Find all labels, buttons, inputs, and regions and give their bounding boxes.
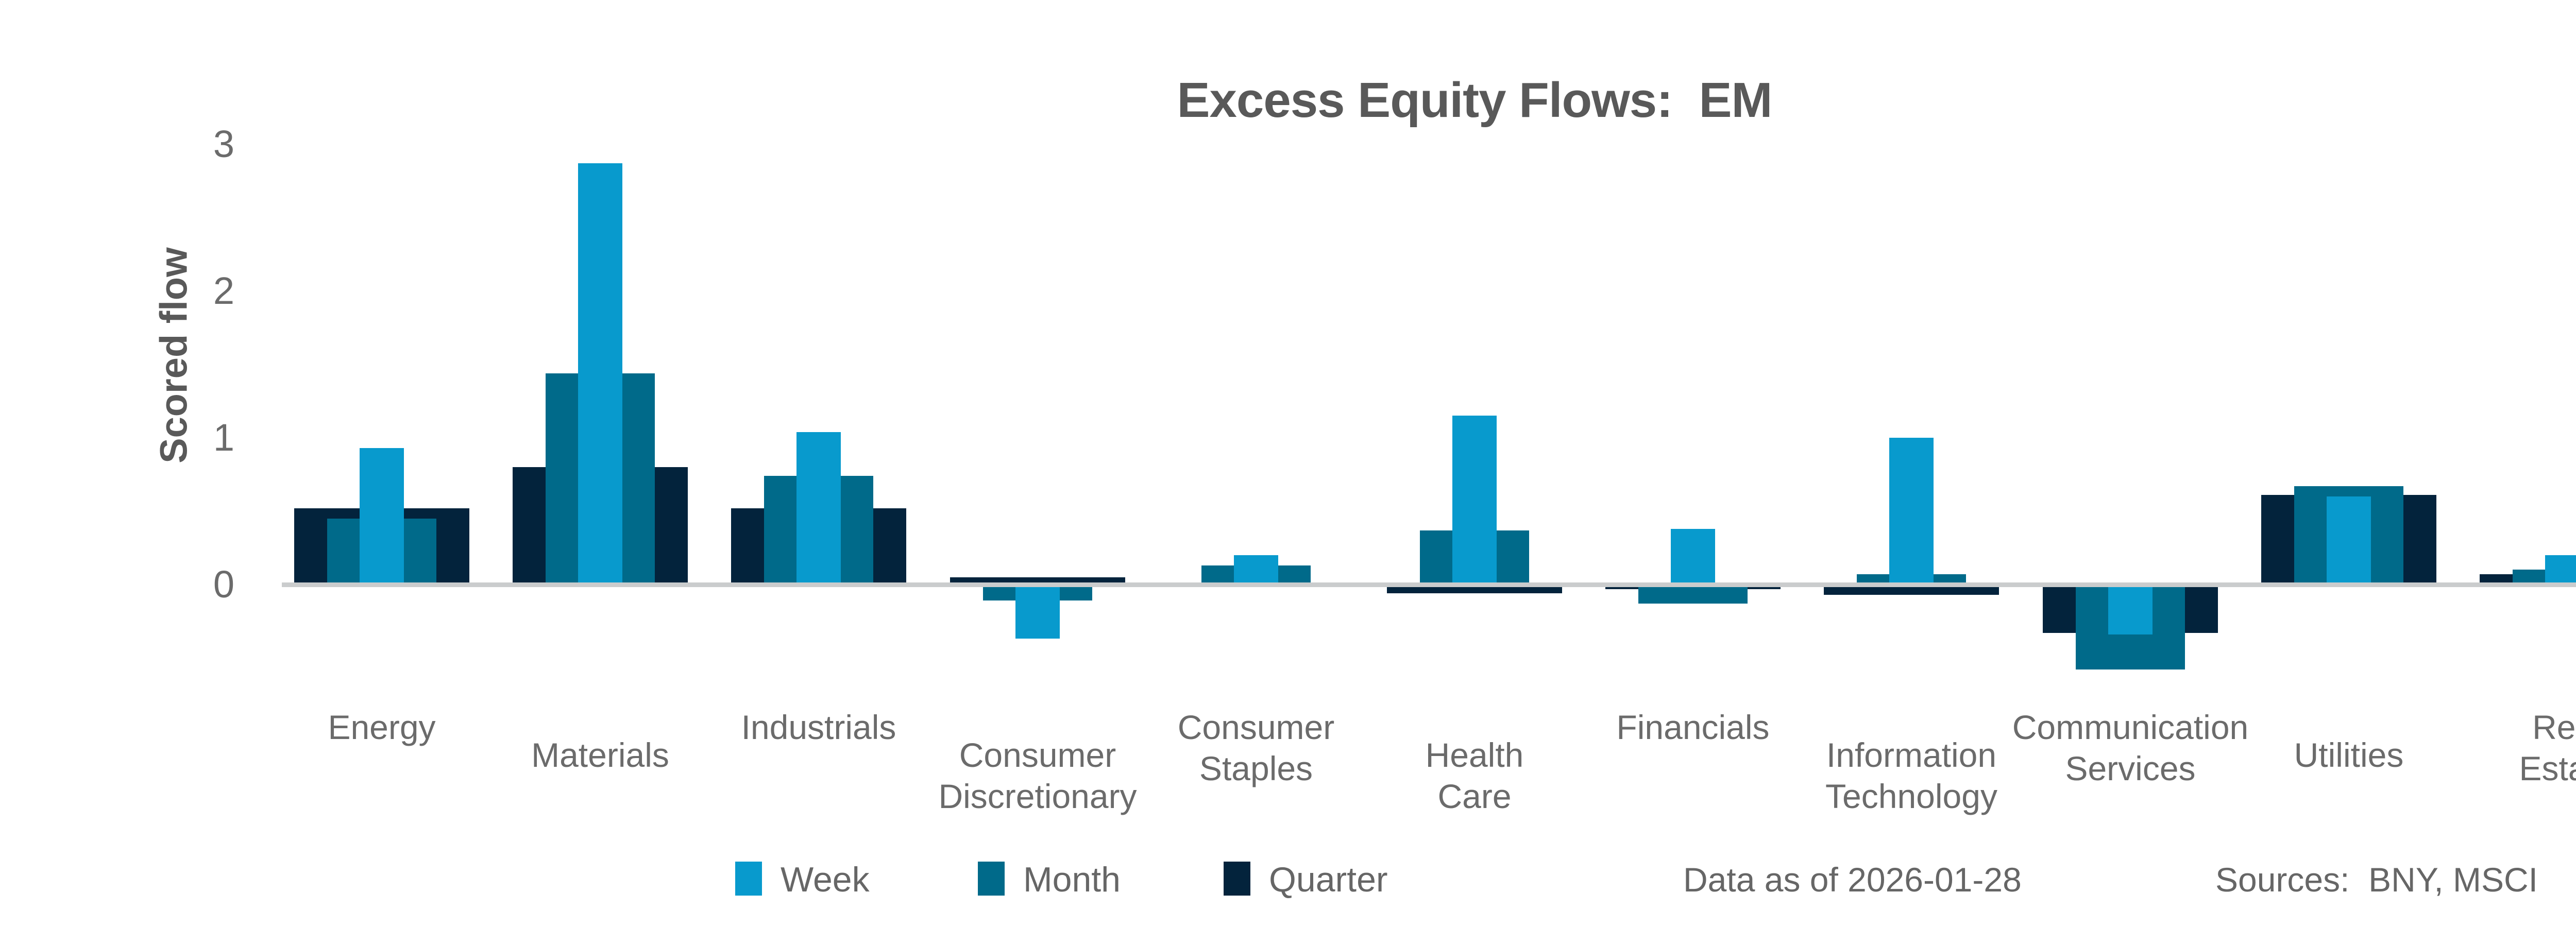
legend-label-quarter: Quarter (1269, 860, 1388, 899)
x-axis-label-consumer-discretionary: Consumer Discretionary (938, 736, 1137, 815)
bar-week-utilities (2327, 496, 2371, 587)
x-axis-label-utilities: Utilities (2294, 736, 2404, 774)
y-tick-label-2: 2 (213, 269, 234, 312)
bar-week-materials (578, 163, 622, 587)
legend-swatch-quarter (1224, 862, 1250, 896)
legend-swatch-month (978, 862, 1005, 896)
legend-label-week: Week (781, 860, 870, 899)
bar-week-health-care (1452, 416, 1497, 587)
x-axis-label-consumer-staples: Consumer Staples (1177, 708, 1335, 787)
legend-label-month: Month (1023, 860, 1121, 899)
bar-week-energy (360, 448, 404, 587)
x-axis-label-health-care: Health Care (1425, 736, 1524, 815)
data-as-of-text: Data as of 2026-01-28 (1683, 861, 2022, 899)
y-tick-label-1: 1 (213, 416, 234, 459)
x-axis-label-industrials: Industrials (741, 708, 896, 746)
sources-text: Sources: BNY, MSCI (2215, 861, 2538, 899)
bar-week-financials (1671, 529, 1715, 587)
bar-week-communication-services (2108, 585, 2153, 634)
x-axis-label-financials: Financials (1616, 708, 1770, 746)
bar-week-consumer-discretionary (1015, 585, 1060, 639)
x-axis-label-real-estate: RealEstate (2519, 708, 2576, 787)
y-tick-label-0: 0 (213, 563, 234, 606)
x-axis-label-communication-services: Communication Services (2012, 708, 2249, 787)
legend-swatch-week (735, 862, 762, 896)
y-tick-label-3: 3 (213, 123, 234, 165)
bar-week-consumer-staples (1234, 555, 1278, 587)
zero-baseline (282, 582, 2576, 587)
chart-title: Excess Equity Flows: EM (1177, 73, 1773, 128)
x-axis-label-information-technology: Information Technology (1825, 736, 1997, 815)
bar-week-real-estate (2545, 555, 2576, 587)
x-axis-label-materials: Materials (531, 736, 669, 774)
bar-week-industrials (796, 432, 841, 587)
x-axis-label-energy: Energy (328, 708, 436, 746)
bar-quarter-information-technology (1824, 585, 1999, 595)
bar-month-financials (1638, 585, 1748, 604)
bar-week-information-technology (1889, 438, 1934, 587)
